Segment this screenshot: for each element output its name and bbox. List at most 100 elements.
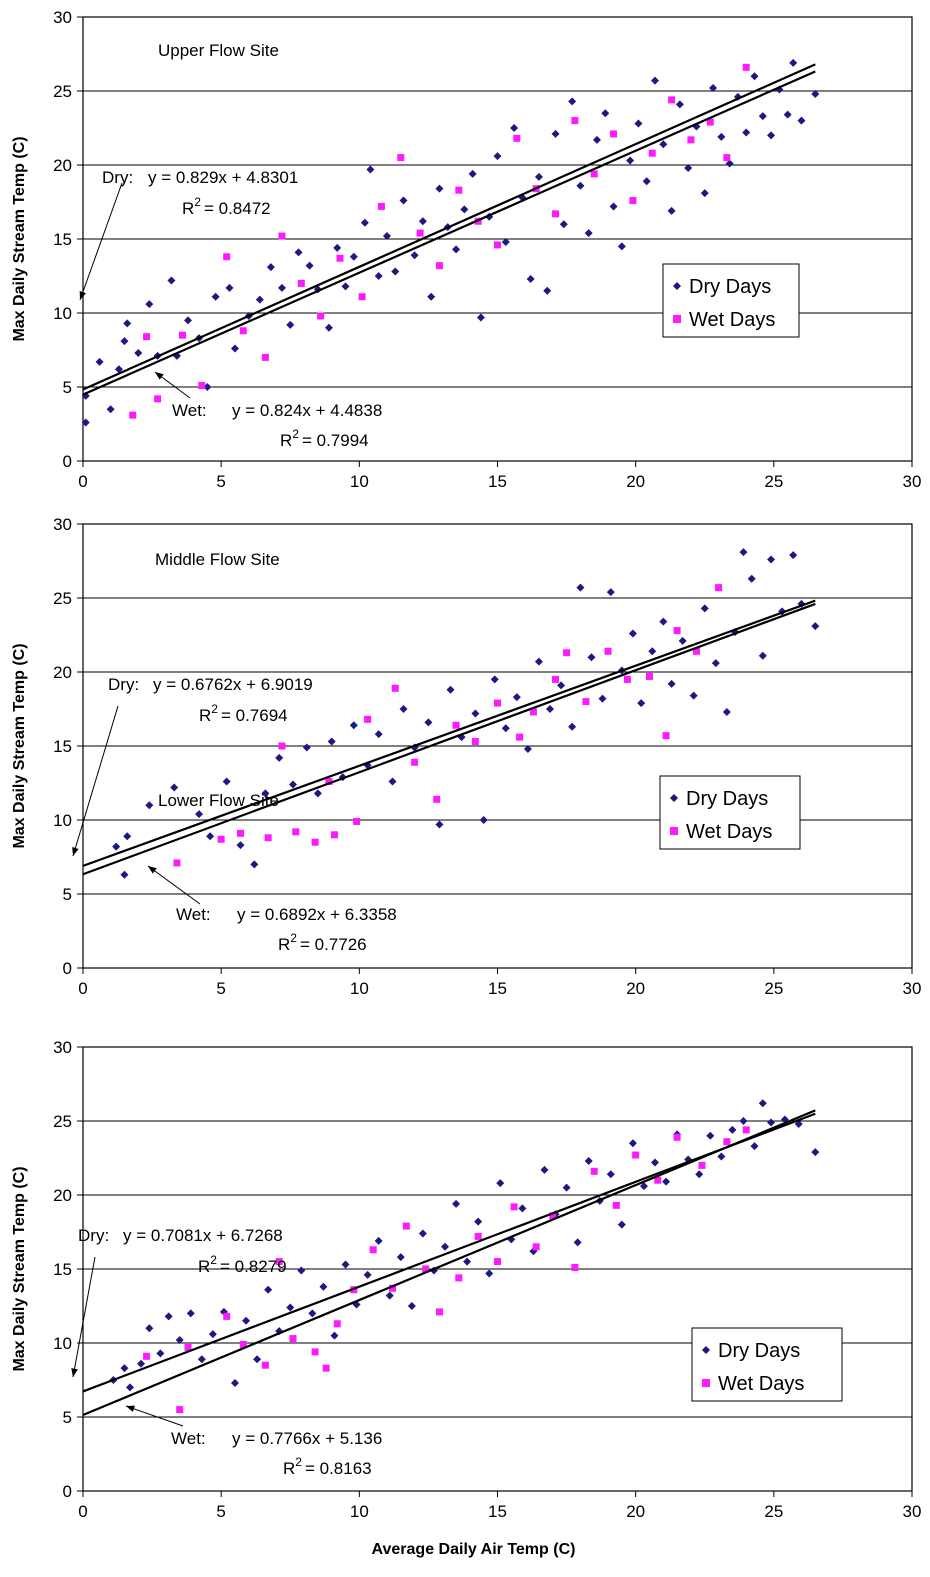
- dry-day-point: [651, 76, 660, 85]
- x-tick-label: 5: [216, 979, 225, 998]
- r-symbol: R: [199, 706, 211, 725]
- wet-day-point: [673, 627, 681, 635]
- dry-day-point: [385, 1291, 394, 1300]
- dry-day-point: [407, 1302, 416, 1310]
- dry-day-point: [739, 548, 748, 557]
- dry-day-point: [606, 588, 615, 597]
- legend-dry-marker: [673, 282, 681, 290]
- wet-day-point: [532, 1243, 540, 1251]
- dry-day-point: [197, 1355, 206, 1364]
- dry-day-point: [794, 1119, 803, 1128]
- dry-day-point: [767, 1118, 776, 1127]
- wet-pointer-arrowhead: [155, 372, 164, 380]
- wet-day-point: [698, 1161, 706, 1169]
- dry-day-point: [319, 1282, 328, 1291]
- wet-day-point: [264, 834, 272, 842]
- wet-day-point: [261, 353, 269, 361]
- y-tick-label: 15: [53, 230, 72, 249]
- wet-day-point: [239, 327, 247, 335]
- dry-day-point: [250, 860, 259, 869]
- dry-day-point: [341, 282, 350, 291]
- dry-day-point: [659, 617, 668, 626]
- wet-pointer-arrowhead: [126, 1405, 135, 1412]
- r-symbol: R: [198, 1257, 210, 1276]
- dry-day-point: [81, 418, 90, 427]
- dry-day-point: [493, 152, 502, 161]
- x-tick-label: 20: [626, 1502, 645, 1521]
- dry-day-point: [551, 129, 560, 138]
- wet-day-point: [325, 778, 333, 786]
- dry-day-point: [95, 357, 104, 366]
- site-title: Upper Flow Site: [158, 41, 279, 60]
- dry-day-point: [592, 135, 601, 144]
- dry-day-point: [568, 722, 577, 731]
- wet-day-point: [610, 130, 618, 138]
- dry-day-point: [767, 555, 776, 564]
- legend-box: [691, 1327, 843, 1402]
- dry-day-point: [717, 132, 726, 141]
- wet-day-point: [494, 241, 501, 249]
- wet-day-point: [715, 584, 723, 592]
- dry-day-point: [330, 1331, 339, 1340]
- y-tick-label: 0: [63, 452, 72, 471]
- dry-day-point: [463, 1257, 472, 1266]
- x-tick-label: 25: [764, 472, 783, 491]
- dry-day-point: [286, 320, 295, 329]
- r-squared-value: = 0.8472: [204, 199, 271, 218]
- dry-day-point: [253, 1355, 262, 1364]
- x-tick-label: 0: [78, 472, 87, 491]
- r-superscript: 2: [292, 427, 299, 441]
- dry-day-point: [642, 177, 651, 186]
- wet-pointer-line: [147, 865, 201, 905]
- scatter-panel-2: 0 5 10 15 20 25 30 0 5 10 15 20 25 30 Max Daily Stream…: [11, 515, 921, 998]
- wet-day-point: [673, 1133, 681, 1141]
- dry-day-point: [266, 263, 275, 272]
- dry-day-point: [758, 1099, 767, 1108]
- dry-day-point: [606, 1170, 615, 1179]
- legend: Dry Days Wet Days: [691, 1327, 843, 1402]
- dry-day-point: [145, 1324, 154, 1333]
- dry-day-point: [327, 737, 336, 746]
- y-axis-label: Max Daily Stream Temp (C): [11, 136, 28, 341]
- wet-day-point: [317, 312, 325, 320]
- site-title: Middle Flow Site: [155, 550, 280, 569]
- dry-r-squared: R2 = 0.8279: [198, 1253, 287, 1276]
- wet-day-point: [311, 1348, 319, 1356]
- wet-day-point: [336, 254, 344, 262]
- dry-day-point: [363, 1270, 372, 1279]
- dry-day-point: [203, 383, 212, 391]
- dry-day-point: [706, 1131, 715, 1140]
- legend-box: [662, 263, 800, 338]
- dry-pointer-line: [79, 182, 123, 301]
- wet-day-point: [612, 1201, 620, 1209]
- dry-day-point: [206, 832, 215, 841]
- wet-day-point: [662, 732, 670, 740]
- wet-day-point: [668, 96, 676, 104]
- wet-fit-label: Wet:: [176, 905, 211, 924]
- wet-day-point: [706, 118, 714, 126]
- wet-day-point: [184, 1343, 192, 1351]
- r-superscript: 2: [295, 1455, 302, 1469]
- dry-day-point: [294, 248, 303, 257]
- wet-day-point: [311, 838, 319, 846]
- dry-day-point: [758, 651, 767, 660]
- dry-day-point: [711, 659, 720, 668]
- wet-day-point: [292, 828, 300, 836]
- legend-wet-label: Wet Days: [689, 309, 775, 331]
- dry-day-point: [617, 242, 626, 251]
- wet-day-point: [623, 675, 631, 683]
- wet-day-point: [474, 1232, 482, 1240]
- dry-day-point: [662, 1177, 671, 1186]
- dry-day-point: [523, 744, 532, 753]
- wet-day-point: [275, 1258, 283, 1266]
- r-symbol: R: [280, 431, 292, 450]
- dry-day-point: [789, 58, 798, 67]
- dry-fit-equation: y = 0.6762x + 6.9019: [153, 675, 313, 694]
- dry-day-point: [543, 286, 552, 295]
- wet-day-point: [129, 411, 137, 419]
- wet-day-point: [687, 136, 695, 144]
- wet-fit-line: [82, 1109, 816, 1417]
- wet-day-point: [494, 699, 501, 707]
- x-tick-label: 10: [350, 1502, 369, 1521]
